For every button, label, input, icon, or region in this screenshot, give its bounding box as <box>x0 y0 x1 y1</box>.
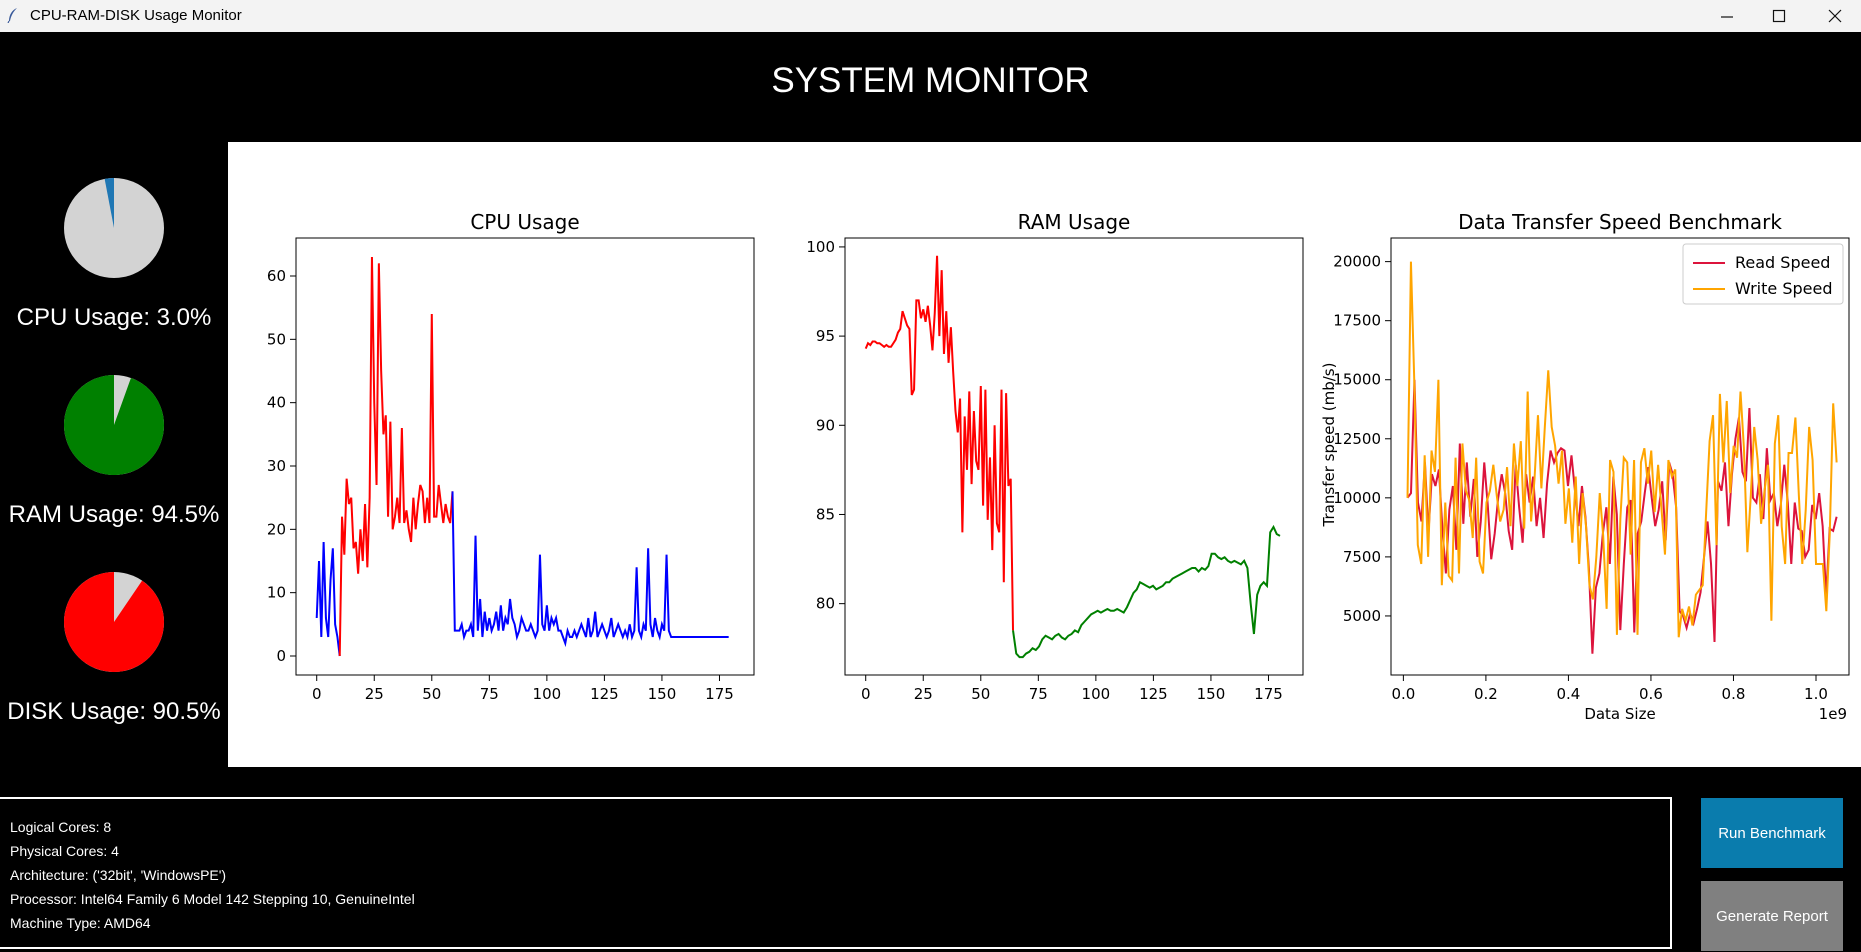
disk-usage-label: DISK Usage: 90.5% <box>7 698 221 725</box>
x-tick-label: 1.0 <box>1804 685 1828 703</box>
maximize-icon <box>1772 9 1786 23</box>
chart-cpu: CPU Usage 0 25 50 75 100 125 150 175 0 10 20 30 40 50 6… <box>267 210 755 703</box>
info-architecture: Architecture: ('32bit', 'WindowsPE') <box>10 867 227 883</box>
cpu-pie <box>64 178 164 278</box>
disk-pie <box>64 572 164 672</box>
y-tick-label: 95 <box>816 327 835 345</box>
x-tick-label: 0.4 <box>1556 685 1580 703</box>
generate-report-button[interactable]: Generate Report <box>1701 881 1843 951</box>
feather-icon <box>7 8 17 23</box>
cpu-usage-line <box>315 541 341 657</box>
x-tick-label: 175 <box>1254 685 1283 703</box>
x-axis-label: Data Size <box>1584 705 1655 723</box>
minimize-button[interactable] <box>1700 0 1754 32</box>
chart-title: CPU Usage <box>470 210 579 234</box>
page-title: SYSTEM MONITOR <box>771 61 1090 100</box>
info-machine-type: Machine Type: AMD64 <box>10 915 151 931</box>
window-title: CPU-RAM-DISK Usage Monitor <box>30 7 242 24</box>
x-tick-label: 50 <box>971 685 990 703</box>
x-tick-label: 75 <box>1029 685 1048 703</box>
chart-speed: Data Transfer Speed Benchmark 0.0 0.2 0.4 0.… <box>1320 210 1850 723</box>
x-tick-label: 125 <box>590 685 619 703</box>
ram-usage-low-line <box>1012 524 1281 659</box>
x-tick-label: 25 <box>365 685 384 703</box>
cpu-usage-label: CPU Usage: 3.0% <box>16 304 212 331</box>
plot-frame <box>1390 237 1850 676</box>
x-tick-label: 100 <box>1082 685 1111 703</box>
cpu-usage-line <box>338 256 454 657</box>
y-tick-label: 20000 <box>1333 253 1381 271</box>
x-tick-label: 100 <box>533 685 562 703</box>
close-button[interactable] <box>1808 0 1861 32</box>
cpu-gauge: CPU Usage: 3.0% <box>0 176 228 332</box>
pie-value-slice <box>104 178 114 228</box>
run-benchmark-button[interactable]: Run Benchmark <box>1701 798 1843 868</box>
x-tick-label: 0.8 <box>1722 685 1746 703</box>
x-tick-label: 175 <box>705 685 734 703</box>
chart-ram: RAM Usage 0 25 50 75 100 125 150 175 80 85 90 95 100 <box>806 210 1304 703</box>
y-tick-label: 100 <box>806 238 835 256</box>
cpu-usage-line <box>451 491 729 648</box>
window-titlebar: CPU-RAM-DISK Usage Monitor <box>0 0 1861 32</box>
x-tick-label: 25 <box>914 685 933 703</box>
y-tick-label: 0 <box>276 647 286 665</box>
pie-value-slice <box>64 375 164 475</box>
charts-canvas: CPU Usage 0 25 50 75 100 125 150 175 0 10 20 30 40 50 6… <box>267 210 1850 723</box>
x-tick-label: 0.6 <box>1639 685 1663 703</box>
x-tick-label: 75 <box>480 685 499 703</box>
legend-entry: Read Speed <box>1735 253 1830 272</box>
y-tick-label: 12500 <box>1333 430 1381 448</box>
ram-gauge: RAM Usage: 94.5% <box>0 373 228 529</box>
y-tick-label: 30 <box>267 457 286 475</box>
y-tick-label: 5000 <box>1343 607 1381 625</box>
x-tick-label: 0.0 <box>1391 685 1415 703</box>
y-tick-label: 15000 <box>1333 371 1381 389</box>
x-offset-label: 1e9 <box>1819 705 1847 723</box>
ram-usage-high-line <box>864 255 1015 631</box>
series-line <box>1406 261 1838 638</box>
pie-value-slice <box>64 572 164 672</box>
disk-gauge: DISK Usage: 90.5% <box>0 570 228 726</box>
y-tick-label: 40 <box>267 394 286 412</box>
y-tick-label: 20 <box>267 520 286 538</box>
x-tick-label: 150 <box>1197 685 1226 703</box>
chart-title: Data Transfer Speed Benchmark <box>1458 210 1782 234</box>
plot-frame <box>295 237 755 676</box>
info-physical-cores: Physical Cores: 4 <box>10 843 119 859</box>
x-tick-label: 0.2 <box>1474 685 1498 703</box>
plot-frame <box>844 237 1304 676</box>
ram-usage-label: RAM Usage: 94.5% <box>8 501 220 528</box>
y-tick-label: 10000 <box>1333 489 1381 507</box>
close-icon <box>1828 9 1842 23</box>
x-tick-label: 125 <box>1139 685 1168 703</box>
minimize-icon <box>1721 16 1733 18</box>
chart-title: RAM Usage <box>1018 210 1131 234</box>
y-tick-label: 10 <box>267 584 286 602</box>
legend-entry: Write Speed <box>1735 279 1832 298</box>
y-axis-label: Transfer speed (mb/s) <box>1320 363 1338 528</box>
plot-panel: CPU Usage 0 25 50 75 100 125 150 175 0 10 20 30 40 50 6… <box>228 142 1861 767</box>
y-tick-label: 17500 <box>1333 312 1381 330</box>
ram-pie <box>64 375 164 475</box>
y-tick-label: 80 <box>816 595 835 613</box>
x-tick-label: 0 <box>861 685 871 703</box>
x-tick-label: 150 <box>648 685 677 703</box>
y-tick-label: 50 <box>267 330 286 348</box>
info-logical-cores: Logical Cores: 8 <box>10 819 112 835</box>
y-tick-label: 90 <box>816 416 835 434</box>
system-info-box: Logical Cores: 8 Physical Cores: 4 Archi… <box>0 797 1672 949</box>
x-tick-label: 0 <box>312 685 322 703</box>
x-tick-label: 50 <box>422 685 441 703</box>
y-tick-label: 60 <box>267 267 286 285</box>
y-tick-label: 7500 <box>1343 548 1381 566</box>
y-tick-label: 85 <box>816 505 835 523</box>
info-processor: Processor: Intel64 Family 6 Model 142 St… <box>10 891 415 907</box>
maximize-button[interactable] <box>1752 0 1806 32</box>
